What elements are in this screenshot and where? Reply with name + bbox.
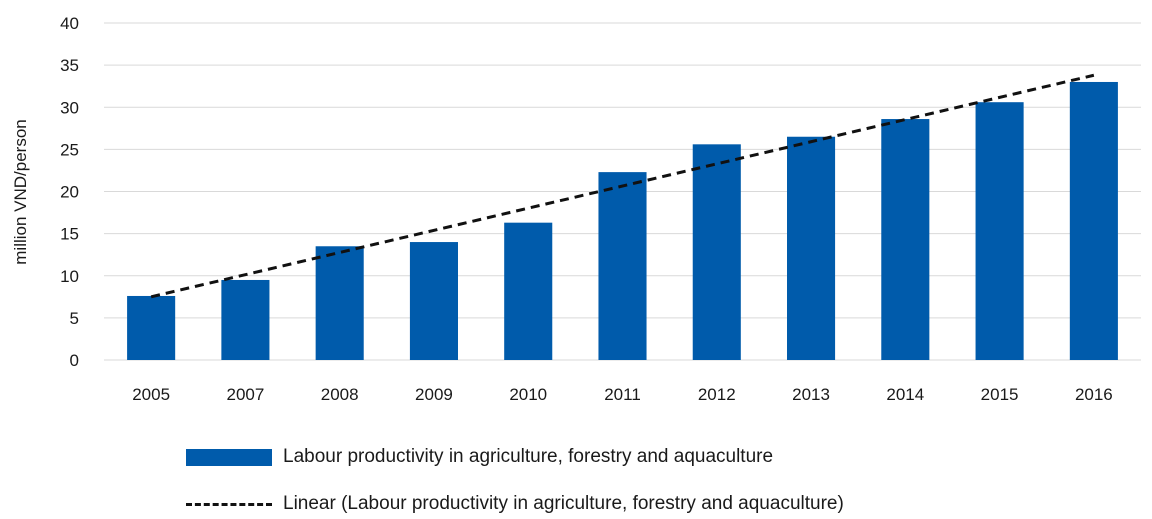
x-tick-label: 2014 <box>886 385 924 404</box>
bar <box>598 172 647 360</box>
bar <box>975 102 1024 360</box>
y-tick-label: 5 <box>70 309 79 328</box>
y-tick-label: 25 <box>60 140 79 159</box>
bar <box>787 136 836 360</box>
x-tick-label: 2012 <box>698 385 736 404</box>
x-tick-label: 2011 <box>604 385 641 404</box>
bar <box>1069 81 1118 360</box>
bar-chart: 0 5 10 15 20 25 30 35 40 2005 2007 2008 2009 2010 201… <box>11 14 1141 404</box>
y-tick-label: 15 <box>60 225 79 244</box>
legend-item-bars: Labour productivity in agriculture, fore… <box>186 446 773 468</box>
x-tick-label: 2007 <box>226 385 264 404</box>
x-tick-label: 2009 <box>415 385 453 404</box>
x-tick-label: 2005 <box>132 385 170 404</box>
bar <box>504 222 553 360</box>
legend-swatch-bars <box>186 448 272 466</box>
trendline-line <box>150 73 1095 299</box>
y-tick-label: 30 <box>60 98 79 117</box>
y-axis-ticks: 0 5 10 15 20 25 30 35 40 <box>60 14 79 370</box>
x-tick-label: 2015 <box>981 385 1019 404</box>
x-tick-label: 2016 <box>1075 385 1113 404</box>
x-axis-ticks: 2005 2007 2008 2009 2010 2011 2012 2013 2014 2015… <box>132 385 1113 404</box>
y-tick-label: 20 <box>60 183 79 202</box>
legend-swatch-trendline <box>186 502 272 506</box>
x-tick-label: 2013 <box>792 385 830 404</box>
bar <box>127 295 176 360</box>
y-tick-label: 40 <box>60 14 79 33</box>
bars <box>127 81 1118 360</box>
bar <box>315 246 364 360</box>
y-tick-label: 35 <box>60 56 79 75</box>
legend-label-trendline: Linear (Labour productivity in agricultu… <box>283 493 844 514</box>
bar <box>221 279 270 360</box>
y-tick-label: 10 <box>60 267 79 286</box>
trendline <box>150 73 1095 299</box>
y-tick-label: 0 <box>70 351 79 370</box>
legend-label-bars: Labour productivity in agriculture, fore… <box>283 446 774 467</box>
x-tick-label: 2008 <box>321 385 359 404</box>
x-tick-label: 2010 <box>509 385 547 404</box>
bar <box>409 242 458 360</box>
legend-item-trendline: Linear (Labour productivity in agricultu… <box>186 493 844 515</box>
bar <box>881 119 930 360</box>
y-axis-label: million VND/person <box>11 119 30 265</box>
bar <box>692 144 741 360</box>
